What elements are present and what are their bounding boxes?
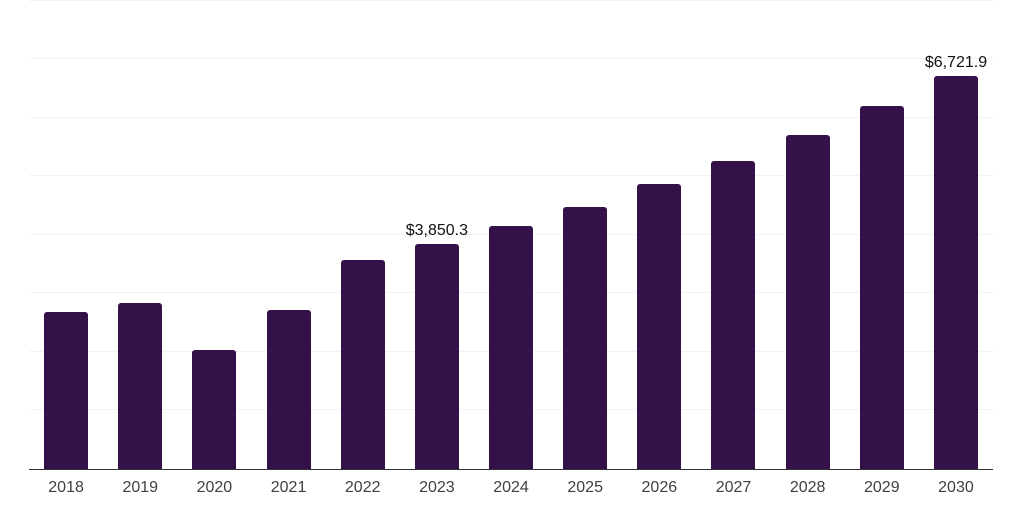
bar-2026 bbox=[637, 183, 682, 469]
bar-2021 bbox=[266, 310, 311, 469]
gridline-5000 bbox=[29, 175, 993, 177]
x-label-2028: 2028 bbox=[789, 479, 826, 496]
band-2027 bbox=[696, 1, 770, 469]
bar-2022 bbox=[340, 260, 385, 469]
band-2019 bbox=[103, 1, 177, 469]
data-label-2030: $6,721.9 bbox=[924, 53, 988, 71]
plot-area: $3,850.3 $6,721.9 bbox=[29, 0, 993, 470]
bar-2020 bbox=[192, 350, 237, 469]
bar-2029 bbox=[859, 105, 904, 469]
bar-2030 bbox=[933, 75, 978, 469]
x-label-2021: 2021 bbox=[270, 479, 307, 496]
band-2030: $6,721.9 bbox=[919, 1, 993, 469]
x-axis-labels: 2018 2019 2020 2021 2022 2023 2024 2025 2026 2027… bbox=[29, 479, 993, 497]
band-2029 bbox=[845, 1, 919, 469]
band-2026 bbox=[622, 1, 696, 469]
data-label-2023: $3,850.3 bbox=[405, 221, 468, 239]
x-label-2023: 2023 bbox=[419, 479, 455, 496]
x-label-2027: 2027 bbox=[715, 479, 752, 496]
band-2025 bbox=[548, 1, 622, 469]
x-label-2022: 2022 bbox=[344, 479, 381, 496]
x-label-2026: 2026 bbox=[641, 479, 678, 496]
band-2018 bbox=[29, 1, 103, 469]
x-label-2024: 2024 bbox=[493, 479, 529, 496]
x-label-2029: 2029 bbox=[864, 479, 900, 496]
band-2028 bbox=[771, 1, 845, 469]
x-label-2025: 2025 bbox=[567, 479, 603, 496]
bar-2025 bbox=[563, 206, 608, 469]
bar-2023 bbox=[414, 243, 459, 469]
x-label-2019: 2019 bbox=[122, 479, 159, 496]
bar-2019 bbox=[118, 303, 163, 469]
gridline-7000 bbox=[29, 58, 993, 60]
band-2024 bbox=[474, 1, 548, 469]
bar-2027 bbox=[711, 160, 756, 469]
gridline-8000 bbox=[29, 0, 993, 1]
band-2020 bbox=[177, 1, 251, 469]
bars-container: $3,850.3 $6,721.9 bbox=[29, 1, 993, 469]
band-2021 bbox=[251, 1, 325, 469]
bar-2024 bbox=[489, 225, 534, 469]
bar-2018 bbox=[44, 312, 89, 469]
band-2022 bbox=[326, 1, 400, 469]
x-label-2018: 2018 bbox=[48, 479, 84, 496]
x-label-2030: 2030 bbox=[938, 479, 974, 496]
x-label-2020: 2020 bbox=[196, 479, 233, 496]
gridline-6000 bbox=[29, 116, 993, 118]
bar-2028 bbox=[785, 134, 830, 469]
band-2023: $3,850.3 bbox=[400, 1, 474, 469]
